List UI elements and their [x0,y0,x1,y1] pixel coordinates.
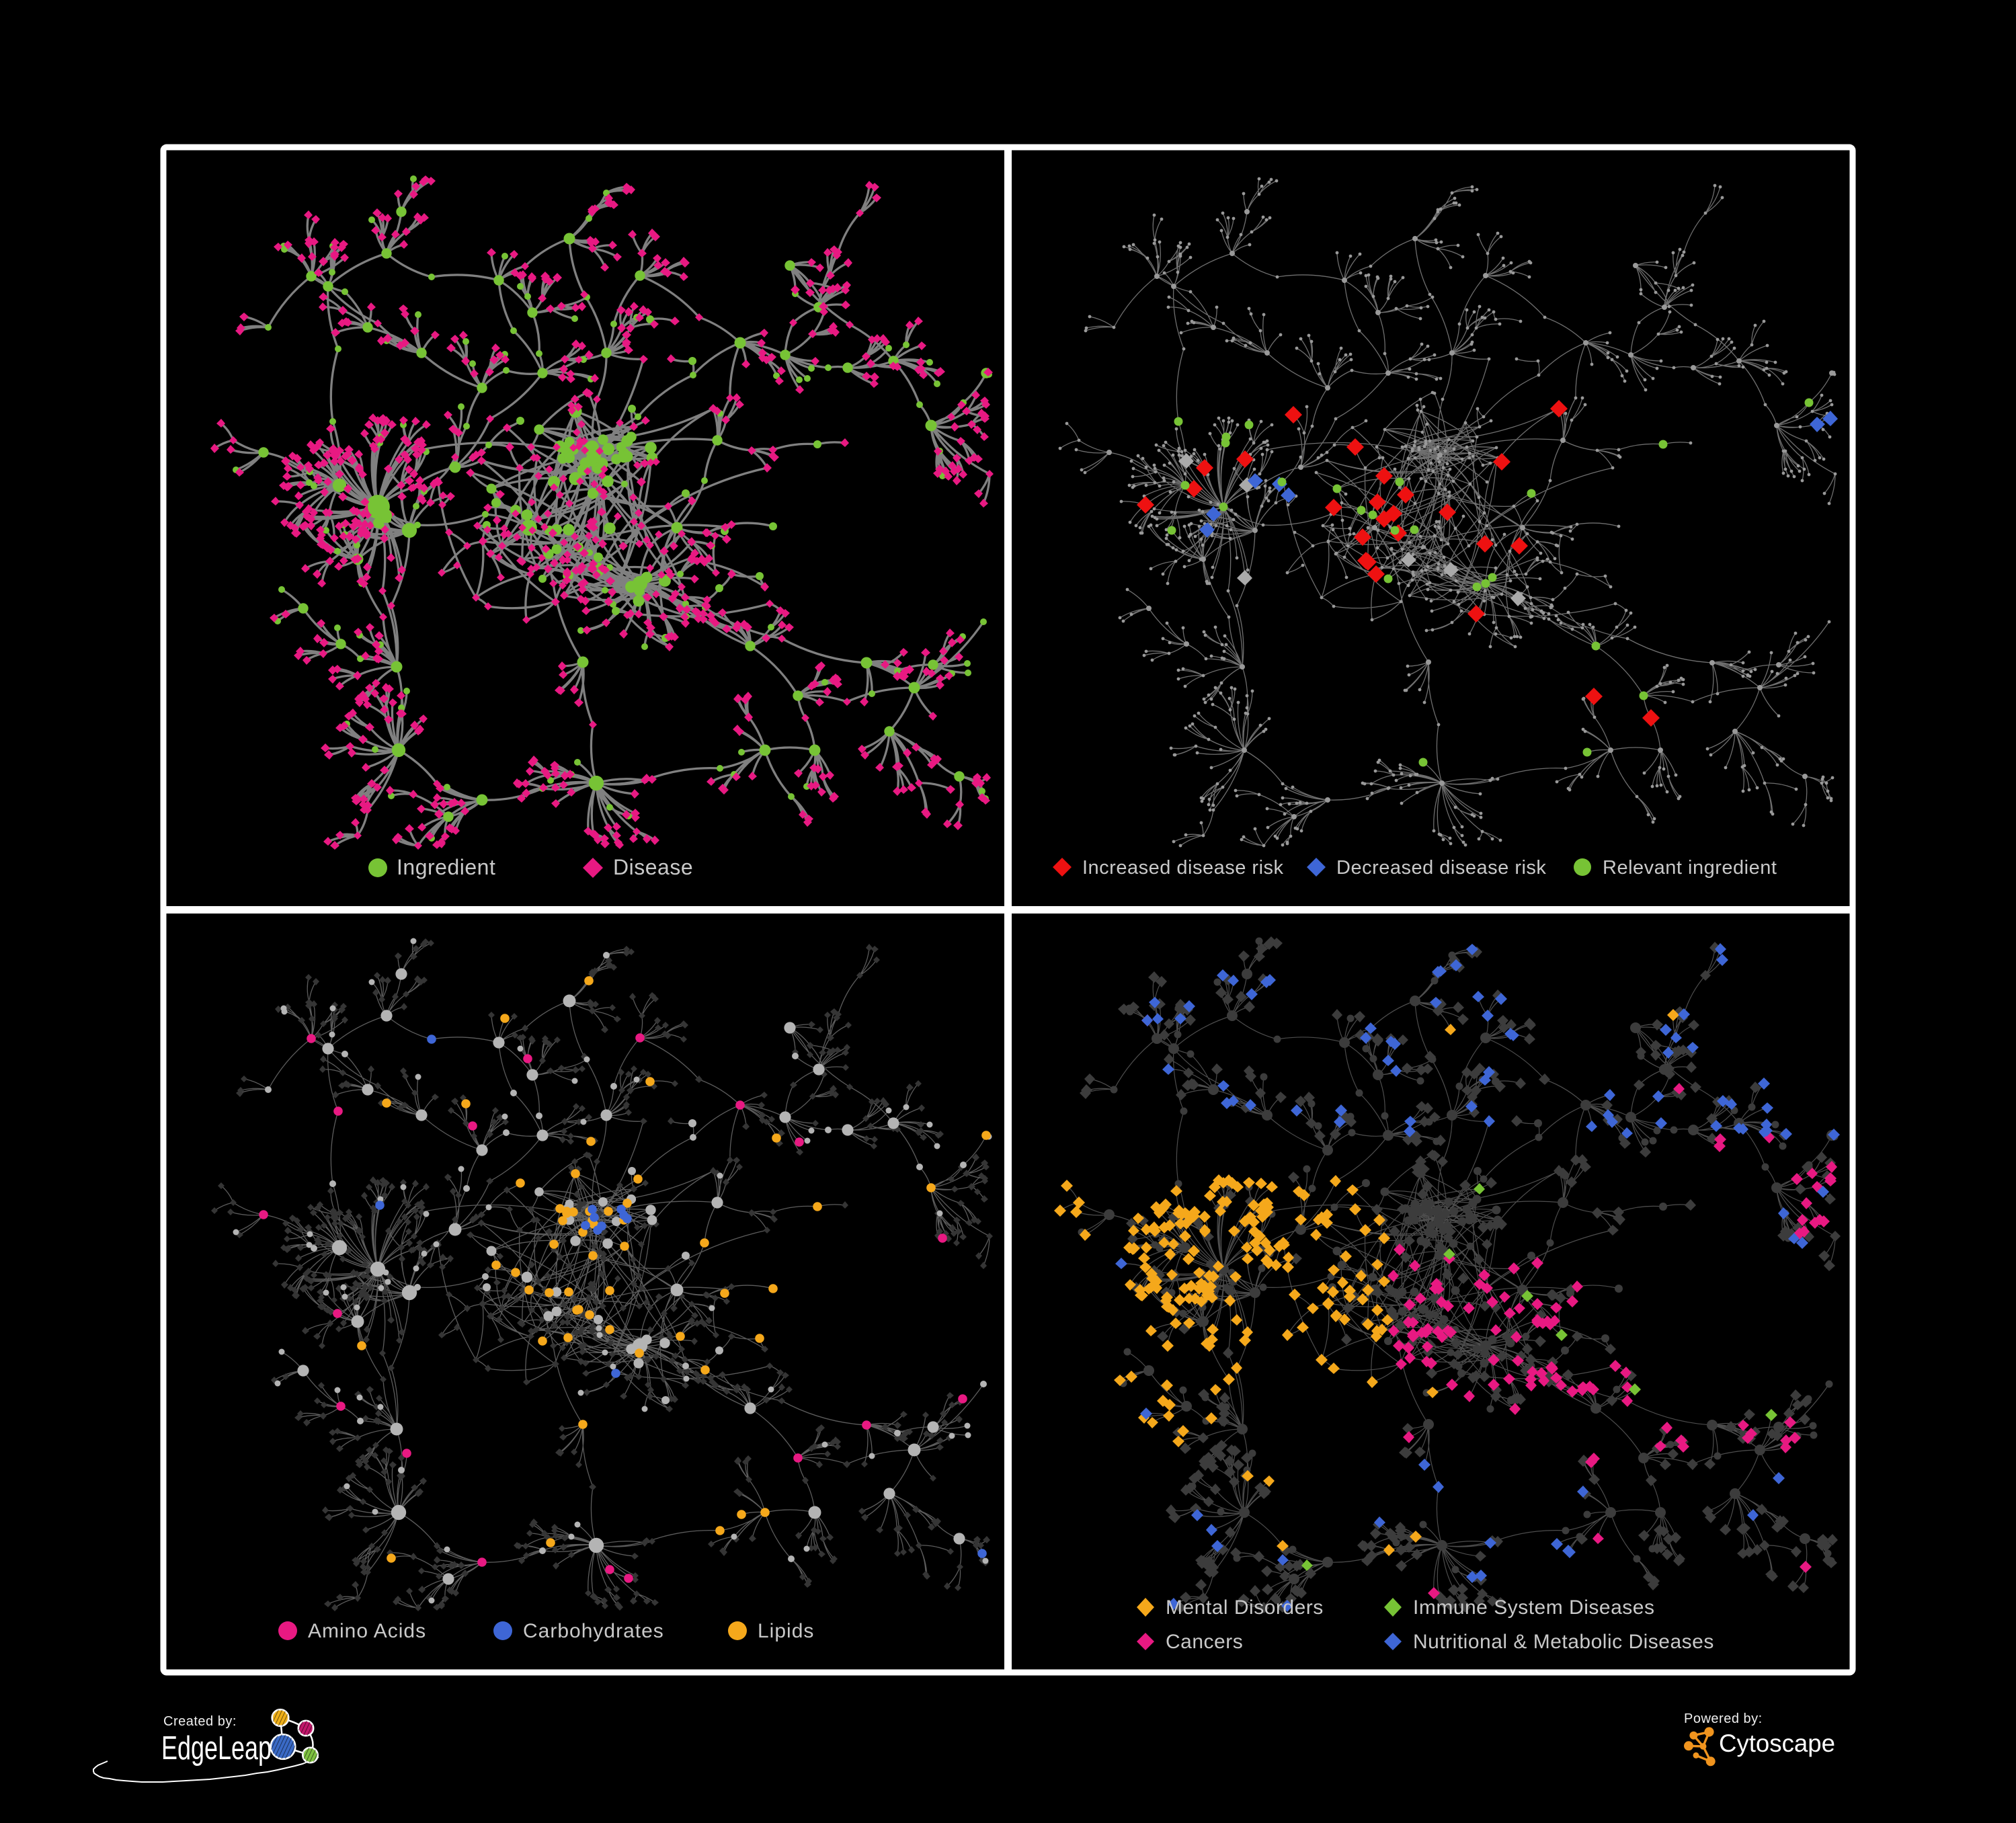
svg-text:Powered by:: Powered by: [1684,1711,1763,1726]
svg-text:Cancers: Cancers [1166,1631,1243,1653]
svg-text:Carbohydrates: Carbohydrates [523,1620,664,1642]
svg-text:Decreased disease risk: Decreased disease risk [1336,857,1546,879]
svg-text:Ingredient: Ingredient [397,855,495,879]
svg-text:Created by:: Created by: [163,1714,237,1729]
svg-text:Increased disease risk: Increased disease risk [1082,857,1284,879]
svg-text:EdgeLeap: EdgeLeap [161,1730,272,1767]
svg-text:Nutritional & Metabolic Diseas: Nutritional & Metabolic Diseases [1413,1631,1714,1653]
svg-text:Disease: Disease [613,855,693,879]
svg-text:Mental Disorders: Mental Disorders [1166,1596,1324,1619]
svg-text:Amino Acids: Amino Acids [308,1620,426,1642]
svg-text:Lipids: Lipids [758,1620,814,1642]
svg-text:Immune System Diseases: Immune System Diseases [1413,1596,1654,1619]
svg-text:Relevant ingredient: Relevant ingredient [1603,857,1777,879]
svg-text:Cytoscape: Cytoscape [1719,1730,1835,1757]
